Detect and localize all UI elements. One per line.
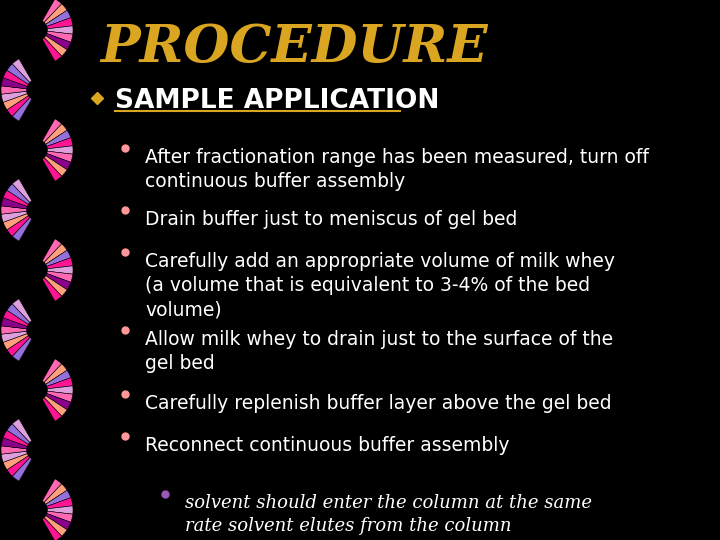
Text: solvent should enter the column at the same
rate solvent elutes from the column: solvent should enter the column at the s… [185, 494, 592, 535]
Wedge shape [3, 333, 29, 350]
Wedge shape [44, 156, 67, 176]
Wedge shape [1, 326, 27, 334]
Circle shape [27, 20, 47, 40]
Wedge shape [12, 338, 32, 361]
Wedge shape [12, 97, 32, 121]
Wedge shape [1, 206, 27, 214]
Circle shape [27, 260, 47, 280]
Wedge shape [47, 266, 73, 274]
Wedge shape [46, 391, 73, 402]
Wedge shape [1, 91, 27, 102]
Wedge shape [12, 59, 32, 83]
Wedge shape [7, 64, 30, 84]
Circle shape [27, 320, 47, 340]
Wedge shape [1, 438, 27, 449]
Wedge shape [3, 454, 29, 470]
Text: SAMPLE APPLICATION: SAMPLE APPLICATION [115, 88, 439, 114]
Wedge shape [42, 277, 62, 301]
Wedge shape [44, 275, 67, 296]
Wedge shape [42, 0, 62, 23]
Wedge shape [45, 10, 71, 26]
Text: PROCEDURE: PROCEDURE [100, 22, 487, 73]
Wedge shape [7, 215, 30, 236]
Wedge shape [44, 36, 67, 56]
Wedge shape [44, 4, 67, 24]
Wedge shape [45, 394, 71, 410]
Wedge shape [46, 138, 73, 149]
Wedge shape [7, 335, 30, 356]
Text: Allow milk whey to drain just to the surface of the
gel bed: Allow milk whey to drain just to the sur… [145, 330, 613, 373]
Wedge shape [46, 498, 73, 509]
Wedge shape [47, 386, 73, 394]
Wedge shape [12, 217, 32, 241]
Wedge shape [3, 190, 29, 207]
Text: Drain buffer just to meniscus of gel bed: Drain buffer just to meniscus of gel bed [145, 210, 518, 229]
Wedge shape [42, 397, 62, 421]
Wedge shape [46, 18, 73, 29]
Wedge shape [1, 86, 27, 94]
Wedge shape [1, 318, 27, 329]
Wedge shape [1, 211, 27, 222]
Wedge shape [42, 479, 62, 503]
Wedge shape [44, 244, 67, 265]
Wedge shape [42, 157, 62, 181]
Wedge shape [47, 26, 73, 34]
Wedge shape [12, 299, 32, 323]
Circle shape [27, 380, 47, 400]
Wedge shape [44, 395, 67, 416]
Wedge shape [1, 78, 27, 89]
Wedge shape [1, 198, 27, 209]
Wedge shape [44, 516, 67, 536]
Wedge shape [3, 213, 29, 230]
Wedge shape [3, 310, 29, 327]
Wedge shape [46, 31, 73, 42]
Wedge shape [45, 490, 71, 507]
Wedge shape [45, 273, 71, 290]
Wedge shape [7, 456, 30, 476]
Wedge shape [45, 514, 71, 530]
Circle shape [27, 500, 47, 520]
Wedge shape [12, 419, 32, 443]
Wedge shape [45, 33, 71, 50]
Text: Carefully add an appropriate volume of milk whey
(a volume that is equivalent to: Carefully add an appropriate volume of m… [145, 252, 615, 320]
Text: After fractionation range has been measured, turn off
continuous buffer assembly: After fractionation range has been measu… [145, 148, 649, 191]
Wedge shape [42, 517, 62, 540]
Wedge shape [47, 146, 73, 154]
Wedge shape [12, 179, 32, 202]
Wedge shape [45, 250, 71, 267]
Wedge shape [1, 451, 27, 462]
Wedge shape [12, 457, 32, 481]
Circle shape [27, 140, 47, 160]
Wedge shape [7, 96, 30, 116]
Wedge shape [45, 130, 71, 146]
Wedge shape [45, 153, 71, 170]
Wedge shape [1, 446, 27, 454]
Circle shape [27, 200, 47, 220]
Wedge shape [42, 37, 62, 61]
Wedge shape [46, 511, 73, 522]
Text: Reconnect continuous buffer assembly: Reconnect continuous buffer assembly [145, 436, 510, 455]
Wedge shape [7, 304, 30, 325]
Wedge shape [7, 184, 30, 205]
Text: Carefully replenish buffer layer above the gel bed: Carefully replenish buffer layer above t… [145, 394, 611, 413]
Wedge shape [45, 370, 71, 387]
Wedge shape [46, 258, 73, 269]
Wedge shape [1, 331, 27, 342]
Wedge shape [42, 359, 62, 383]
Wedge shape [44, 364, 67, 384]
Wedge shape [46, 271, 73, 282]
Wedge shape [44, 484, 67, 504]
Wedge shape [47, 506, 73, 514]
Wedge shape [44, 124, 67, 145]
Circle shape [27, 80, 47, 100]
Wedge shape [3, 70, 29, 86]
Wedge shape [46, 151, 73, 163]
Wedge shape [3, 93, 29, 110]
Wedge shape [46, 377, 73, 389]
Wedge shape [3, 430, 29, 447]
Wedge shape [42, 119, 62, 143]
Circle shape [27, 440, 47, 460]
Wedge shape [42, 239, 62, 263]
Wedge shape [7, 424, 30, 444]
